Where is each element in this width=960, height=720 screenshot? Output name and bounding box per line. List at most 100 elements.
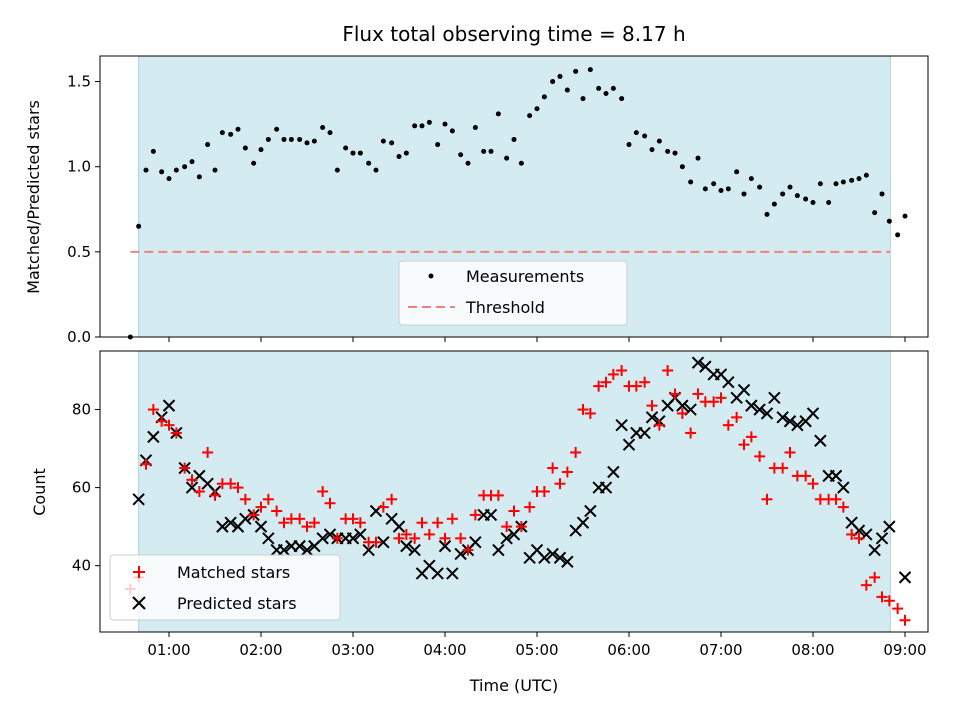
measurement-point <box>251 160 257 166</box>
matched-star-marker <box>140 458 152 470</box>
bottom-y-tick-label: 80 <box>72 401 91 419</box>
predicted-star-marker <box>722 376 735 389</box>
legend-matched-label: Matched stars <box>177 563 290 582</box>
matched-star-marker <box>393 532 405 544</box>
measurement-point <box>449 128 455 134</box>
matched-star-marker <box>515 521 527 533</box>
matched-star-marker <box>377 501 389 513</box>
measurement-point <box>481 148 487 154</box>
predicted-star-marker <box>262 532 275 545</box>
measurement-point <box>757 184 763 190</box>
predicted-star-marker <box>316 532 329 545</box>
predicted-star-marker <box>768 391 781 405</box>
measurement-point <box>472 125 478 131</box>
legend-threshold-label: Threshold <box>465 298 545 317</box>
predicted-star-marker <box>300 543 314 557</box>
measurement-points <box>127 67 908 340</box>
measurement-point <box>619 96 625 102</box>
top-y-tick-label: 1.0 <box>67 158 91 176</box>
matched-star-marker <box>347 513 359 525</box>
predicted-star-marker <box>691 356 705 369</box>
matched-star-marker <box>501 521 513 533</box>
measurement-point <box>863 172 869 178</box>
matched-star-marker <box>892 603 904 615</box>
measurement-point <box>518 160 524 166</box>
matched-star-marker <box>669 388 681 400</box>
measurement-point <box>702 186 708 192</box>
bottom-x-tick-label: 01:00 <box>147 641 190 659</box>
predicted-star-marker <box>638 426 651 440</box>
bottom-panel-frame <box>99 350 929 633</box>
matched-star-marker <box>607 368 619 380</box>
matched-star-marker <box>846 528 858 540</box>
measurement-point <box>189 159 195 165</box>
matched-star-marker <box>492 489 504 501</box>
top-y-tick-label: 0.0 <box>67 328 91 346</box>
measurement-point <box>212 167 218 173</box>
predicted-star-marker <box>362 543 375 557</box>
matched-star-marker <box>439 532 451 544</box>
measurement-point <box>695 155 701 161</box>
measurement-point <box>817 181 823 187</box>
top-panel: 0.0 0.5 1.0 1.5 Flux total observing time =… <box>24 22 929 346</box>
predicted-star-marker <box>760 407 774 420</box>
matched-star-marker <box>593 380 605 392</box>
matched-star-marker <box>239 493 251 505</box>
measurement-point <box>442 121 448 127</box>
measurement-point <box>902 213 908 219</box>
predicted-star-marker <box>546 547 559 561</box>
matched-star-marker <box>554 478 566 490</box>
matched-star-marker <box>745 431 757 443</box>
matched-star-marker <box>600 376 612 388</box>
measurement-point <box>150 148 156 154</box>
matched-star-marker <box>577 404 589 416</box>
measurement-point <box>196 174 202 180</box>
measurement-point <box>849 177 855 183</box>
matched-star-marker <box>248 509 260 521</box>
predicted-star-marker <box>224 516 237 529</box>
predicted-star-marker <box>377 536 390 549</box>
legend-predicted-label: Predicted stars <box>177 594 297 613</box>
predicted-star-marker <box>814 434 827 447</box>
measurement-point <box>488 148 494 154</box>
measurement-point <box>235 126 241 132</box>
matched-star-marker <box>708 396 720 408</box>
predicted-star-marker <box>599 481 613 494</box>
matched-star-marker <box>722 419 734 431</box>
matched-star-marker <box>646 400 658 412</box>
predicted-star-marker <box>615 418 628 432</box>
measurement-point <box>311 138 317 144</box>
matched-star-marker <box>853 532 865 544</box>
predicted-star-marker <box>875 532 889 545</box>
measurement-point <box>380 138 386 144</box>
measurement-point <box>642 133 648 139</box>
measurement-point <box>403 150 409 156</box>
measurement-point <box>656 138 662 144</box>
measurement-point <box>771 201 777 207</box>
matched-star-marker <box>432 517 444 529</box>
predicted-star-marker <box>500 532 513 545</box>
matched-star-marker <box>738 439 750 451</box>
predicted-star-marker <box>446 567 459 580</box>
measurement-point <box>297 136 303 142</box>
predicted-star-marker <box>277 543 291 557</box>
matched-star-marker <box>653 419 665 431</box>
top-legend: Measurements Threshold <box>398 260 628 326</box>
predicted-star-marker <box>607 465 620 479</box>
predicted-star-marker <box>576 516 590 529</box>
matched-star-marker <box>156 415 168 427</box>
matched-star-marker <box>800 470 812 482</box>
matched-star-marker <box>271 505 283 517</box>
matched-star-marker <box>685 427 697 439</box>
measurement-point <box>665 148 671 154</box>
matched-star-marker <box>301 521 313 533</box>
measurement-point <box>258 147 264 153</box>
predicted-star-marker <box>584 504 597 518</box>
measurement-point <box>856 176 862 182</box>
predicted-star-marker <box>147 430 160 444</box>
legend-matched-marker <box>133 566 145 578</box>
top-x-ticks <box>168 337 906 342</box>
predicted-star-marker <box>162 399 176 412</box>
predicted-star-marker <box>431 567 444 580</box>
